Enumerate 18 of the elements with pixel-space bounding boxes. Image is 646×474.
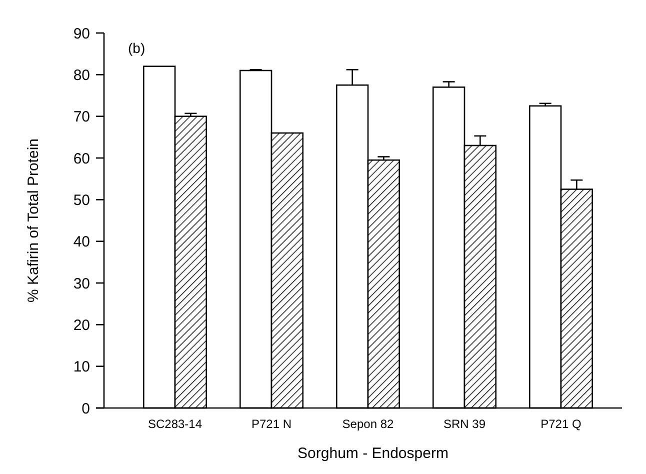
x-tick-label: SC283-14 [148, 417, 202, 431]
y-tick-label: 50 [73, 192, 90, 209]
y-tick-label: 20 [73, 316, 90, 334]
x-tick-label: P721 N [251, 417, 292, 431]
y-tick-label: 10 [73, 358, 90, 376]
x-tick-label: Sepon 82 [342, 417, 394, 431]
annotation: (b) [128, 40, 146, 56]
y-tick-label: 70 [73, 108, 90, 126]
x-tick-label: P721 Q [540, 417, 582, 431]
y-axis-title: % Kafirin of Total Protein [25, 138, 42, 302]
x-axis-title: Sorghum - Endosperm [298, 445, 448, 462]
y-tick-label: 90 [73, 25, 90, 42]
y-tick-label: 80 [73, 66, 90, 84]
y-tick-label: 60 [73, 150, 90, 168]
y-tick-label: 30 [73, 275, 90, 292]
x-tick-label: SRN 39 [443, 417, 486, 431]
y-tick-label: 40 [73, 234, 90, 251]
y-tick-label: 0 [82, 400, 90, 418]
